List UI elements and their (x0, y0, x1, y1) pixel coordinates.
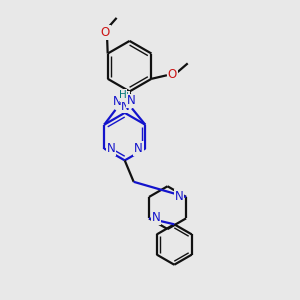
Text: N: N (134, 142, 143, 155)
Text: O: O (168, 68, 177, 81)
Text: H: H (129, 97, 137, 106)
Text: N: N (127, 94, 136, 107)
Text: H: H (121, 92, 129, 101)
Text: O: O (101, 26, 110, 39)
Text: N: N (106, 142, 116, 155)
Text: N: N (121, 100, 129, 112)
Text: N: N (112, 95, 121, 108)
Text: N: N (175, 190, 183, 203)
Text: N: N (152, 211, 161, 224)
Text: H: H (118, 90, 126, 100)
